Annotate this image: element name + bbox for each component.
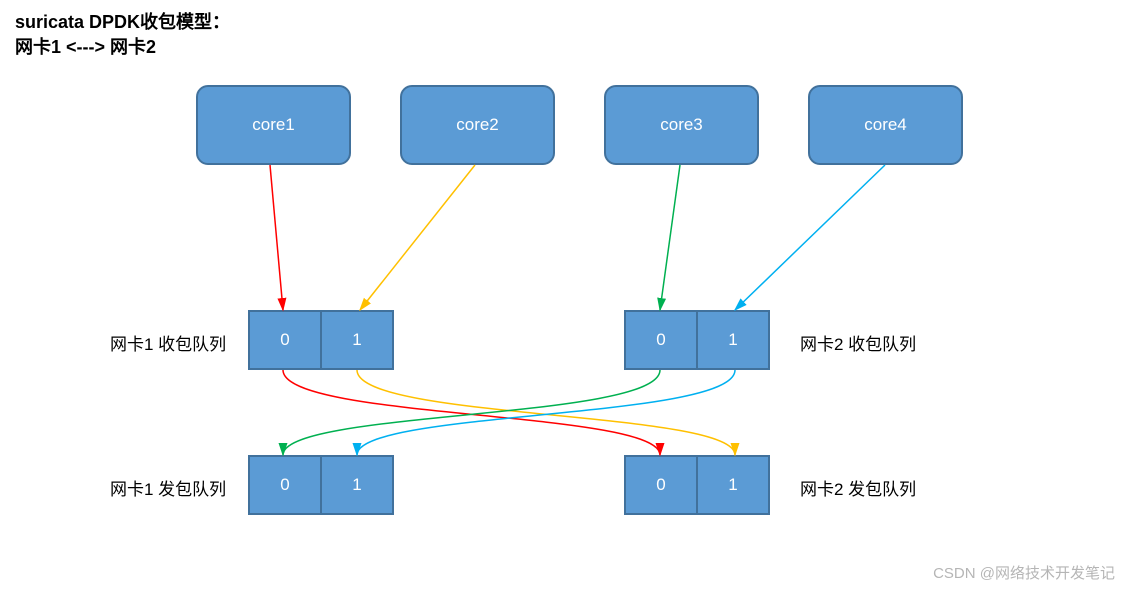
core-box-1: core1 bbox=[196, 85, 351, 165]
nic2-tx-label: 网卡2 发包队列 bbox=[800, 475, 916, 500]
nic1-rx-queue: 0 1 bbox=[248, 310, 394, 370]
title-line-2: 网卡1 <---> 网卡2 bbox=[15, 35, 230, 60]
queue-cell: 0 bbox=[248, 455, 322, 515]
core-box-4: core4 bbox=[808, 85, 963, 165]
core-label: core2 bbox=[456, 115, 499, 135]
arrow bbox=[357, 370, 735, 455]
core-label: core3 bbox=[660, 115, 703, 135]
queue-cell: 0 bbox=[624, 455, 698, 515]
arrow bbox=[270, 165, 283, 310]
watermark: CSDN @网络技术开发笔记 bbox=[933, 562, 1115, 583]
queue-cell: 1 bbox=[696, 310, 770, 370]
diagram-title: suricata DPDK收包模型： 网卡1 <---> 网卡2 bbox=[15, 10, 230, 60]
arrow bbox=[357, 370, 735, 455]
title-line-1: suricata DPDK收包模型： bbox=[15, 10, 230, 35]
arrow bbox=[735, 165, 885, 310]
nic2-rx-label: 网卡2 收包队列 bbox=[800, 330, 916, 355]
nic1-tx-label: 网卡1 发包队列 bbox=[110, 475, 226, 500]
nic1-tx-queue: 0 1 bbox=[248, 455, 394, 515]
core-label: core4 bbox=[864, 115, 907, 135]
nic2-tx-queue: 0 1 bbox=[624, 455, 770, 515]
queue-cell: 0 bbox=[248, 310, 322, 370]
arrow bbox=[283, 370, 660, 455]
queue-cell: 0 bbox=[624, 310, 698, 370]
queue-cell: 1 bbox=[696, 455, 770, 515]
arrow bbox=[660, 165, 680, 310]
queue-cell: 1 bbox=[320, 455, 394, 515]
arrow bbox=[360, 165, 475, 310]
core-box-2: core2 bbox=[400, 85, 555, 165]
core-box-3: core3 bbox=[604, 85, 759, 165]
nic1-rx-label: 网卡1 收包队列 bbox=[110, 330, 226, 355]
arrow bbox=[283, 370, 660, 455]
queue-cell: 1 bbox=[320, 310, 394, 370]
nic2-rx-queue: 0 1 bbox=[624, 310, 770, 370]
core-label: core1 bbox=[252, 115, 295, 135]
